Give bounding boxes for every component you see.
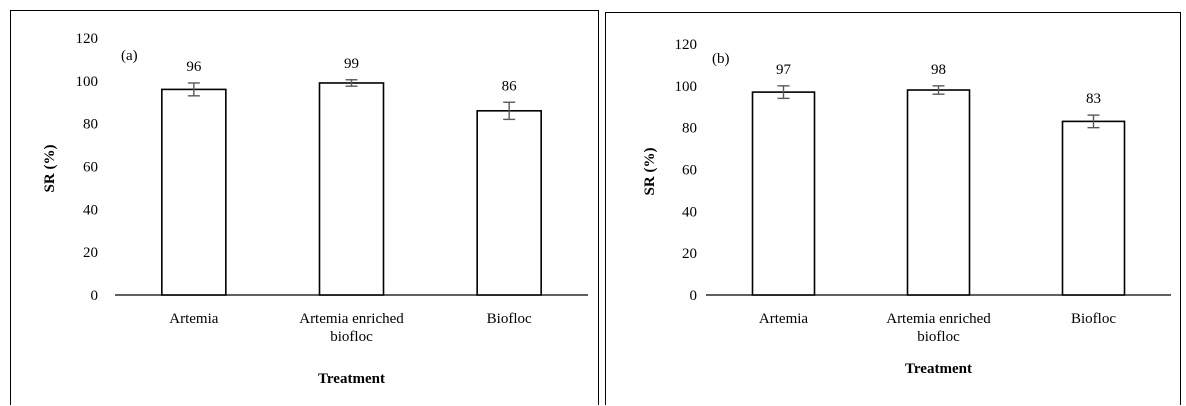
chart-a-y-tick-label: 0 — [91, 288, 99, 304]
chart-a-y-tick-label: 120 — [76, 31, 99, 47]
chart-a-bar — [318, 82, 385, 296]
chart-b-bar — [1061, 120, 1126, 296]
chart-b-y-tick-label: 20 — [682, 246, 697, 262]
chart-a-bar — [161, 88, 227, 296]
chart-b-svg: (b) 0 20 40 60 80 100 120 SR (%) 97 Artemia 98 Artem… — [642, 37, 1171, 377]
chart-a-y-tick-label: 80 — [83, 117, 98, 133]
chart-b-data-label: 97 — [776, 62, 792, 78]
chart-b-y-tick-label: 100 — [675, 79, 698, 95]
chart-b-data-label: 83 — [1086, 91, 1101, 107]
chart-b-y-tick-label: 40 — [682, 204, 697, 220]
chart-panel-a: (a) 0 20 40 60 80 100 120 SR (%) 96 Artemia 99 Artem… — [10, 10, 599, 405]
chart-a-data-label: 99 — [344, 56, 359, 72]
chart-b-y-tick-label: 0 — [690, 288, 698, 304]
chart-b-category-label: Artemia — [759, 311, 808, 327]
chart-b-y-axis-title: SR (%) — [642, 148, 658, 196]
chart-panel-b: (b) 0 20 40 60 80 100 120 SR (%) 97 Artemia 98 Artem… — [605, 12, 1181, 405]
chart-b-y-tick-label: 60 — [682, 163, 697, 179]
chart-a-category-label: Artemia — [169, 311, 218, 327]
chart-b-panel-label: (b) — [712, 51, 730, 67]
chart-b-y-tick-label: 120 — [675, 37, 698, 53]
chart-a-data-label: 86 — [502, 78, 518, 94]
chart-a-y-tick-label: 20 — [83, 245, 98, 261]
chart-a-svg: (a) 0 20 40 60 80 100 120 SR (%) 96 Artemia 99 Artem… — [42, 31, 588, 387]
chart-a-data-label: 96 — [186, 59, 202, 75]
chart-a-y-tick-label: 40 — [83, 202, 98, 218]
chart-b-bar — [751, 91, 816, 296]
chart-a-x-axis-title: Treatment — [318, 371, 385, 387]
chart-b-data-label: 98 — [931, 62, 946, 78]
chart-a-category-label: biofloc — [330, 329, 373, 345]
chart-a-panel-label: (a) — [121, 48, 138, 64]
chart-a-y-tick-label: 60 — [83, 160, 98, 176]
chart-b-x-axis-title: Treatment — [905, 361, 972, 377]
chart-b-y-tick-label: 80 — [682, 121, 697, 137]
chart-a-y-axis-title: SR (%) — [42, 145, 58, 193]
chart-b-category-label: Biofloc — [1071, 311, 1116, 327]
chart-b-category-label: biofloc — [917, 329, 960, 345]
chart-a-category-label: Artemia enriched — [299, 311, 404, 327]
chart-b-bar — [906, 89, 971, 296]
chart-a-category-label: Biofloc — [487, 311, 532, 327]
chart-a-bar — [476, 110, 542, 296]
chart-b-category-label: Artemia enriched — [886, 311, 991, 327]
chart-a-y-tick-label: 100 — [76, 74, 99, 90]
